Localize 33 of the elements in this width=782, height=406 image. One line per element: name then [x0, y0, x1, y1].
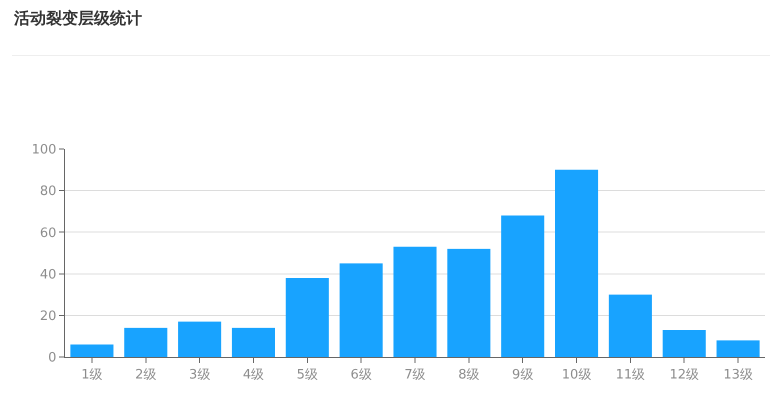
bar	[393, 246, 437, 357]
x-tick-label: 13级	[723, 368, 753, 383]
x-tick-label: 6级	[350, 368, 372, 383]
x-tick-label: 7级	[404, 368, 426, 383]
bar	[608, 294, 652, 357]
bar	[232, 328, 275, 357]
x-tick-label: 12级	[669, 368, 700, 383]
bar	[124, 328, 168, 357]
chart-title: 活动裂变层级统计	[13, 8, 142, 28]
bar	[555, 170, 598, 357]
x-tick-label: 2级	[135, 368, 156, 383]
bar	[286, 278, 329, 357]
x-tick-label: 11级	[616, 368, 646, 383]
bar	[178, 322, 222, 357]
bar	[662, 330, 706, 357]
x-tick-label: 9级	[512, 368, 534, 383]
x-tick-label: 1级	[81, 368, 103, 383]
x-tick-label: 10级	[562, 368, 592, 383]
bar	[501, 216, 544, 357]
x-tick-label: 8级	[458, 368, 480, 383]
y-tick-label: 0	[48, 350, 56, 366]
y-tick-label: 20	[40, 308, 56, 324]
bar	[70, 344, 114, 357]
x-tick-label: 4级	[242, 368, 264, 383]
x-tick-label: 3级	[188, 368, 210, 383]
y-tick-label: 40	[40, 267, 56, 282]
y-tick-label: 80	[40, 184, 56, 200]
bar	[340, 263, 383, 357]
bar	[447, 248, 490, 357]
bar	[716, 340, 760, 357]
x-tick-label: 5级	[296, 368, 318, 383]
y-tick-label: 60	[40, 226, 56, 241]
y-tick-label: 100	[32, 142, 56, 158]
